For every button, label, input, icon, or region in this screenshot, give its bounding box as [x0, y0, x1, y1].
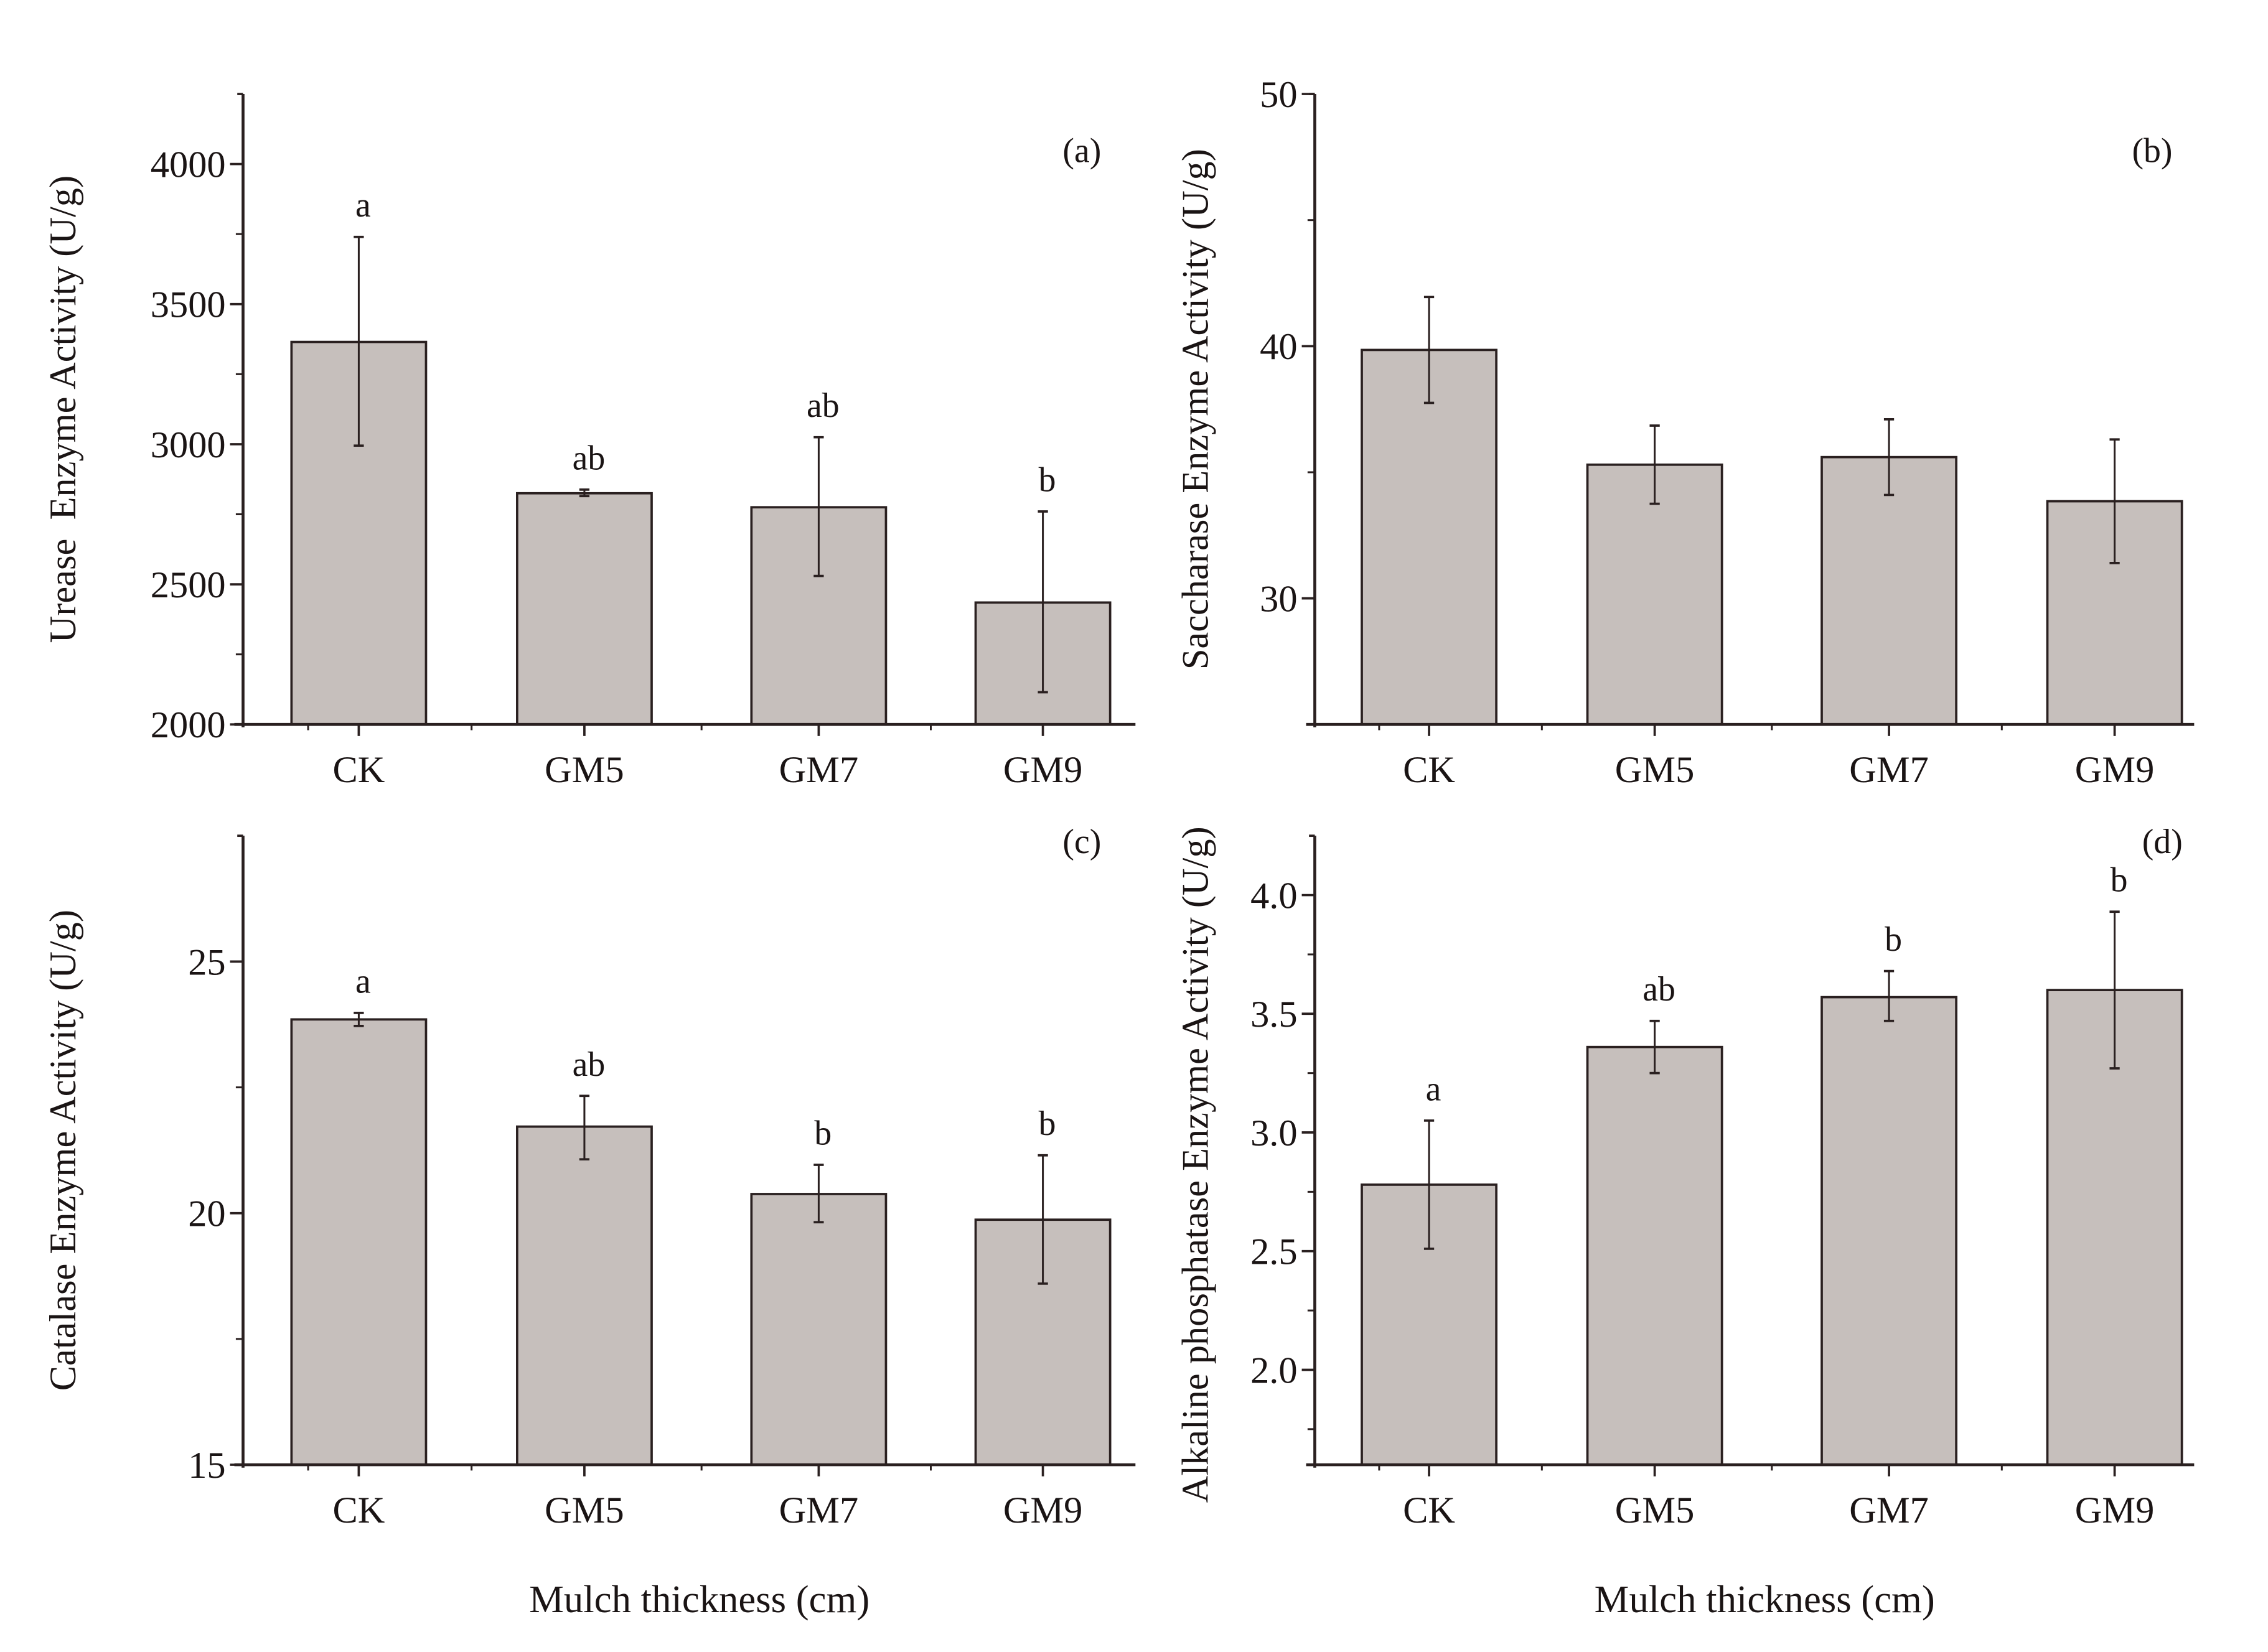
x-tick-label: GM9	[2075, 749, 2155, 791]
x-tick-label: GM7	[1849, 749, 1929, 791]
y-tick-label: 25	[188, 941, 225, 983]
x-axis-title: Mulch thickness (cm)	[529, 1577, 869, 1621]
bar-ck	[290, 1018, 428, 1466]
significance-letter: ab	[807, 386, 840, 425]
significance-letter: b	[1039, 1104, 1056, 1143]
panel-a-urease: a CK ab GM5 ab GM7 b GM9 2000 2500 3000 3500 4000 Ure…	[42, 93, 1136, 791]
significance-letter: b	[2111, 861, 2128, 900]
bar-gm5	[1586, 1045, 1723, 1466]
y-tick-label: 3000	[151, 424, 226, 466]
x-tick-label: GM5	[545, 1490, 624, 1531]
significance-letter: ab	[573, 1045, 606, 1084]
y-tick-label: 2.0	[1250, 1350, 1298, 1391]
y-tick-label: 4.0	[1250, 875, 1298, 917]
y-axis-title: Saccharase Enzyme Activity (U/g)	[1175, 149, 1217, 670]
x-tick-label: CK	[1403, 749, 1455, 791]
bar-ck	[1361, 348, 1497, 726]
y-axis-title: Alkaline phosphatase Enzyme Activity (U/…	[1175, 826, 1217, 1503]
bar-gm5	[516, 492, 653, 726]
significance-letter: b	[1039, 460, 1056, 499]
bar-gm5	[1586, 463, 1723, 726]
y-tick-label: 50	[1260, 74, 1297, 116]
x-tick-label: GM5	[545, 749, 624, 791]
y-tick-label: 15	[188, 1445, 225, 1486]
y-axis-title: Urease Enzyme Activity (U/g)	[42, 175, 84, 643]
panel-label: (d)	[2142, 823, 2183, 861]
y-tick-label: 4000	[151, 144, 226, 186]
panel-b-saccharase: CK GM5 GM7 GM9 30 40 50 Saccharase Enzyme Activ…	[1175, 74, 2195, 791]
bar-gm7	[1820, 996, 1957, 1466]
significance-letter: ab	[1642, 970, 1675, 1009]
y-tick-label: 20	[188, 1193, 225, 1235]
bar-gm7	[1820, 455, 1957, 726]
x-tick-label: GM7	[779, 749, 859, 791]
x-tick-label: GM9	[2075, 1490, 2155, 1531]
x-tick-label: GM7	[1849, 1490, 1929, 1531]
significance-letter: b	[1885, 920, 1902, 959]
panel-label: (a)	[1062, 131, 1101, 170]
y-tick-label: 2000	[151, 704, 226, 746]
x-tick-label: CK	[332, 1490, 385, 1531]
y-tick-label: 3500	[151, 284, 226, 326]
panel-d-alkaline-phosphatase: a CK ab GM5 b GM7 b GM9 2.0 2.5 3.0 3.5 4.0 Alkaline …	[1175, 823, 2195, 1621]
y-tick-label: 30	[1260, 579, 1297, 620]
significance-letter: a	[355, 962, 371, 1001]
bar-gm5	[516, 1125, 653, 1466]
y-tick-label: 3.5	[1250, 994, 1298, 1035]
x-tick-label: GM5	[1615, 1490, 1695, 1531]
significance-letter: a	[355, 186, 371, 225]
significance-letter: a	[1426, 1070, 1441, 1108]
significance-letter: ab	[573, 439, 606, 477]
x-tick-label: CK	[1403, 1490, 1455, 1531]
x-tick-label: GM7	[779, 1490, 859, 1531]
panel-c-catalase: a CK ab GM5 b GM7 b GM9 15 20 25 Catalase Enzyme Ac…	[42, 823, 1136, 1621]
bar-gm7	[750, 1193, 888, 1466]
y-tick-label: 2500	[151, 564, 226, 606]
significance-letter: b	[814, 1114, 832, 1153]
x-tick-label: CK	[332, 749, 385, 791]
y-tick-label: 40	[1260, 326, 1297, 368]
x-tick-label: GM5	[1615, 749, 1695, 791]
panel-label: (c)	[1062, 823, 1101, 861]
y-axis-title: Catalase Enzyme Activity (U/g)	[42, 910, 84, 1391]
panel-label: (b)	[2132, 131, 2172, 170]
y-tick-label: 2.5	[1250, 1231, 1298, 1273]
x-tick-label: GM9	[1003, 1490, 1083, 1531]
x-tick-label: GM9	[1003, 749, 1083, 791]
y-tick-label: 3.0	[1250, 1113, 1298, 1154]
x-axis-title: Mulch thickness (cm)	[1595, 1577, 1935, 1621]
